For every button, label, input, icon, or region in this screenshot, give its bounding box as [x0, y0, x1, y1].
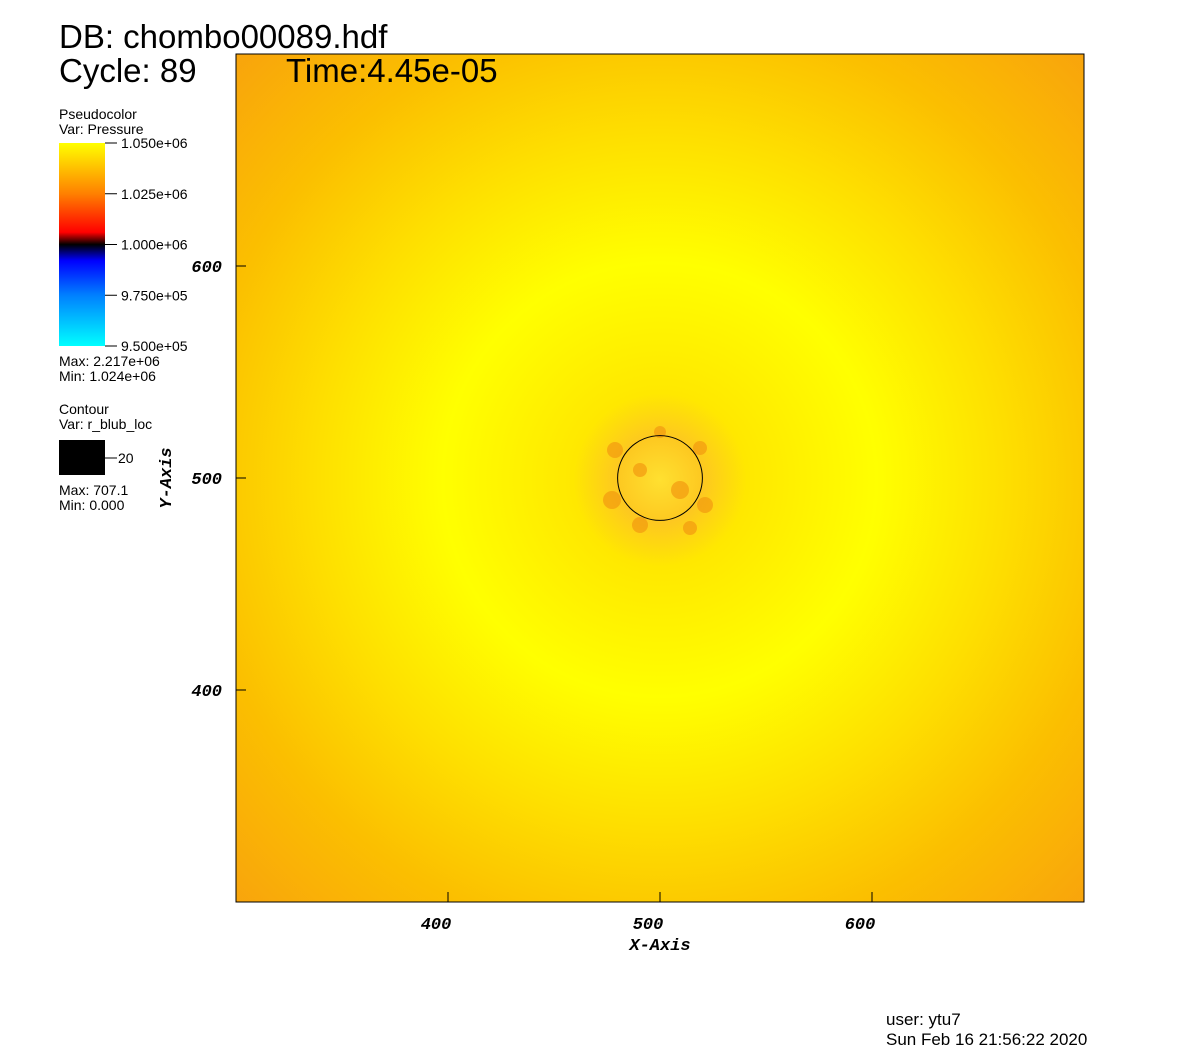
cycle-label: Cycle: 89 [59, 52, 197, 89]
pressure-field [235, 53, 1085, 903]
colorbar-tick-label: 9.500e+05 [121, 338, 188, 354]
y-axis-label: Y-Axis [158, 447, 177, 508]
colorbar-tick-label: 1.050e+06 [121, 135, 188, 151]
time-label: Time:4.45e-05 [286, 52, 498, 89]
y-tick-label: 600 [191, 259, 222, 278]
db-label: DB: chombo00089.hdf [59, 18, 388, 55]
date-label: Sun Feb 16 21:56:22 2020 [886, 1030, 1087, 1049]
contour-swatch [59, 440, 105, 475]
contour-max: Max: 707.1 [59, 482, 128, 498]
y-tick-label: 400 [191, 683, 222, 702]
legend-var: Var: Pressure [59, 121, 144, 137]
contour-var: Var: r_blub_loc [59, 416, 152, 432]
x-axis-label: X-Axis [628, 937, 690, 956]
contour-title: Contour [59, 401, 109, 417]
contour-line [617, 435, 703, 521]
x-tick-label: 600 [845, 916, 876, 935]
contour-min: Min: 0.000 [59, 497, 125, 513]
y-tick-label: 500 [191, 471, 222, 490]
colorbar-tick-label: 1.025e+06 [121, 186, 188, 202]
legend-max: Max: 2.217e+06 [59, 353, 160, 369]
x-tick-label: 400 [421, 916, 452, 935]
colorbar-tick-label: 1.000e+06 [121, 237, 188, 253]
turbulent-core [603, 426, 713, 535]
legend-title: Pseudocolor [59, 106, 137, 122]
x-tick-label: 500 [633, 916, 664, 935]
contour-level: 20 [118, 450, 134, 466]
user-label: user: ytu7 [886, 1010, 961, 1029]
legend-min: Min: 1.024e+06 [59, 368, 156, 384]
colorbar-tick-label: 9.750e+05 [121, 287, 188, 303]
colorbar [59, 143, 105, 346]
